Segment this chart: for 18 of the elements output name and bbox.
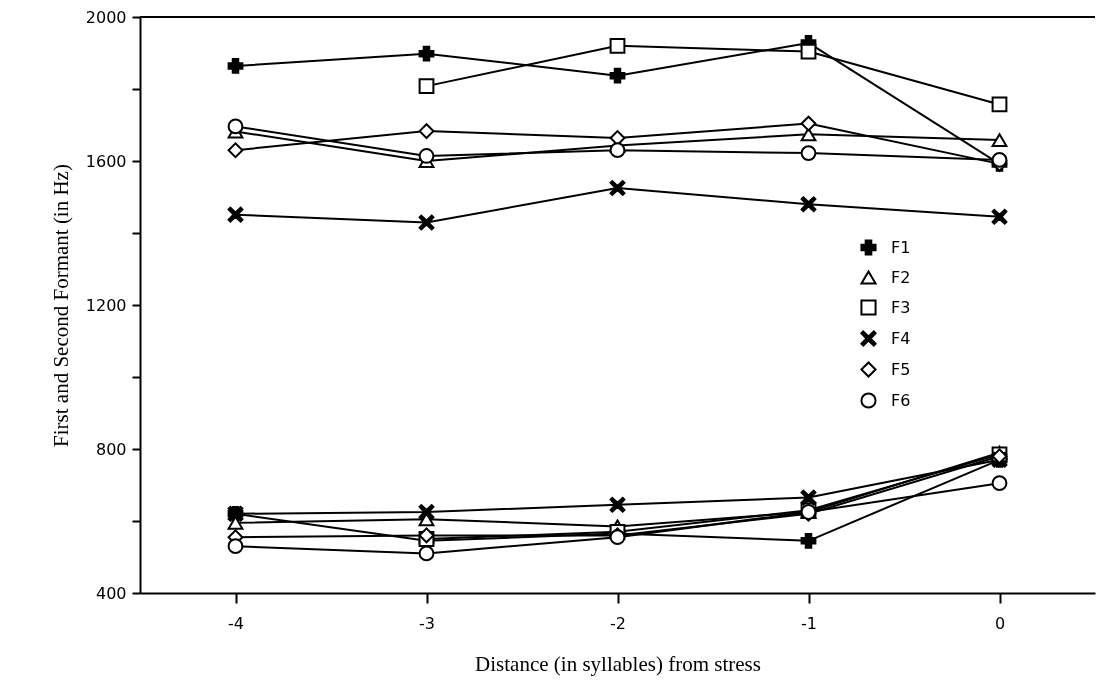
legend-label: F2 [891, 267, 911, 287]
legend-label: F6 [891, 390, 911, 410]
x-axis-title: Distance (in syllables) from stress [475, 651, 761, 676]
legend-label: F3 [891, 297, 911, 317]
x-tick-label: -2 [610, 613, 626, 633]
x-tick-label: -4 [228, 613, 244, 633]
y-tick-label: 1600 [85, 151, 127, 171]
y-tick-label: 800 [95, 439, 127, 459]
legend-label: F5 [891, 359, 911, 379]
x-tick-label: -1 [801, 613, 817, 633]
y-tick-label: 1200 [85, 295, 127, 315]
y-tick-label: 400 [95, 583, 127, 603]
y-tick-label: 2000 [85, 7, 127, 27]
legend-label: F4 [891, 328, 911, 348]
x-tick-label: -3 [419, 613, 435, 633]
legend-label: F1 [891, 237, 911, 257]
x-tick-label: 0 [994, 613, 1006, 633]
y-axis-title: First and Second Formant (in Hz) [48, 164, 73, 447]
